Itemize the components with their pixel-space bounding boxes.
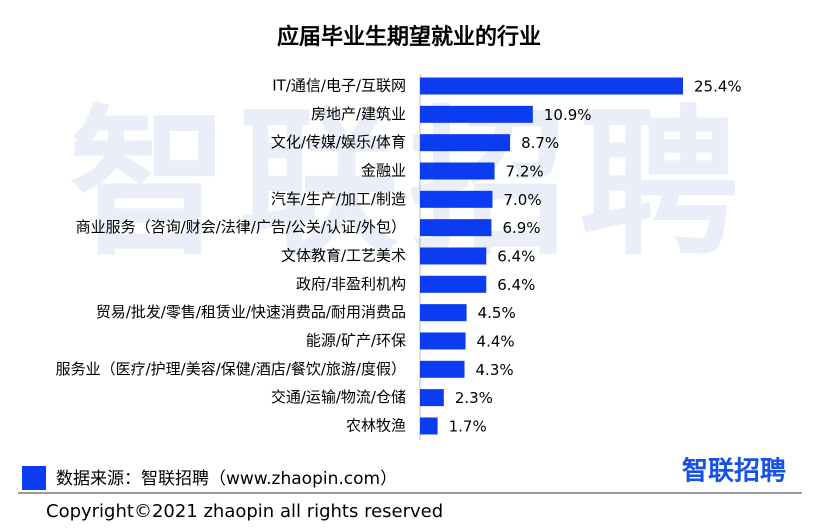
bar [420, 389, 444, 407]
category-label: 政府/非盈利机构 [296, 275, 406, 293]
category-label: 金融业 [361, 161, 406, 179]
bar [420, 417, 438, 435]
category-label: 房地产/建筑业 [311, 105, 406, 123]
value-label: 4.5% [478, 304, 516, 322]
bar [420, 190, 493, 208]
bar [420, 105, 533, 123]
source: 数据来源：智联招聘（www.zhaopin.com） [56, 469, 397, 489]
category-label: 商业服务（咨询/财会/法律/广告/公关/认证/外包） [76, 218, 406, 236]
category-label: 农林牧渔 [346, 416, 406, 434]
bar [420, 332, 466, 350]
copyright: Copyright©2021 zhaopin all rights reserv… [46, 501, 443, 522]
value-label: 1.7% [449, 417, 487, 435]
category-label: 贸易/批发/零售/租赁业/快速消费品/耐用消费品 [96, 303, 406, 321]
bar [420, 304, 467, 322]
value-label: 10.9% [544, 106, 592, 124]
bar [420, 134, 511, 152]
legend-swatch [22, 466, 46, 490]
value-label: 4.3% [476, 361, 514, 379]
category-label: 汽车/生产/加工/制造 [271, 190, 406, 208]
category-label: 文化/传媒/娱乐/体育 [271, 133, 406, 151]
bar [420, 162, 495, 180]
value-label: 4.4% [477, 332, 515, 350]
value-label: 7.2% [506, 162, 544, 180]
bar [420, 247, 487, 265]
bar [420, 360, 465, 378]
category-label: IT/通信/电子/互联网 [272, 77, 406, 95]
value-label: 25.4% [694, 78, 742, 96]
value-label: 2.3% [455, 389, 493, 407]
bar [420, 275, 487, 293]
bar [420, 219, 492, 237]
value-label: 6.9% [502, 219, 540, 237]
category-label: 服务业（医疗/护理/美容/保健/酒店/餐饮/旅游/度假） [56, 360, 406, 378]
watermark: 智联招聘 [69, 90, 749, 277]
category-label: 能源/矿产/环保 [306, 331, 406, 349]
value-label: 6.4% [497, 276, 535, 294]
category-label: 文体教育/工艺美术 [281, 246, 406, 264]
category-label: 交通/运输/物流/仓储 [271, 388, 406, 406]
bar [420, 77, 683, 95]
value-label: 6.4% [497, 247, 535, 265]
logo: 智联招聘 [682, 457, 786, 487]
chart-title: 应届毕业生期望就业的行业 [277, 24, 541, 50]
value-label: 7.0% [503, 191, 541, 209]
value-label: 8.7% [521, 134, 559, 152]
